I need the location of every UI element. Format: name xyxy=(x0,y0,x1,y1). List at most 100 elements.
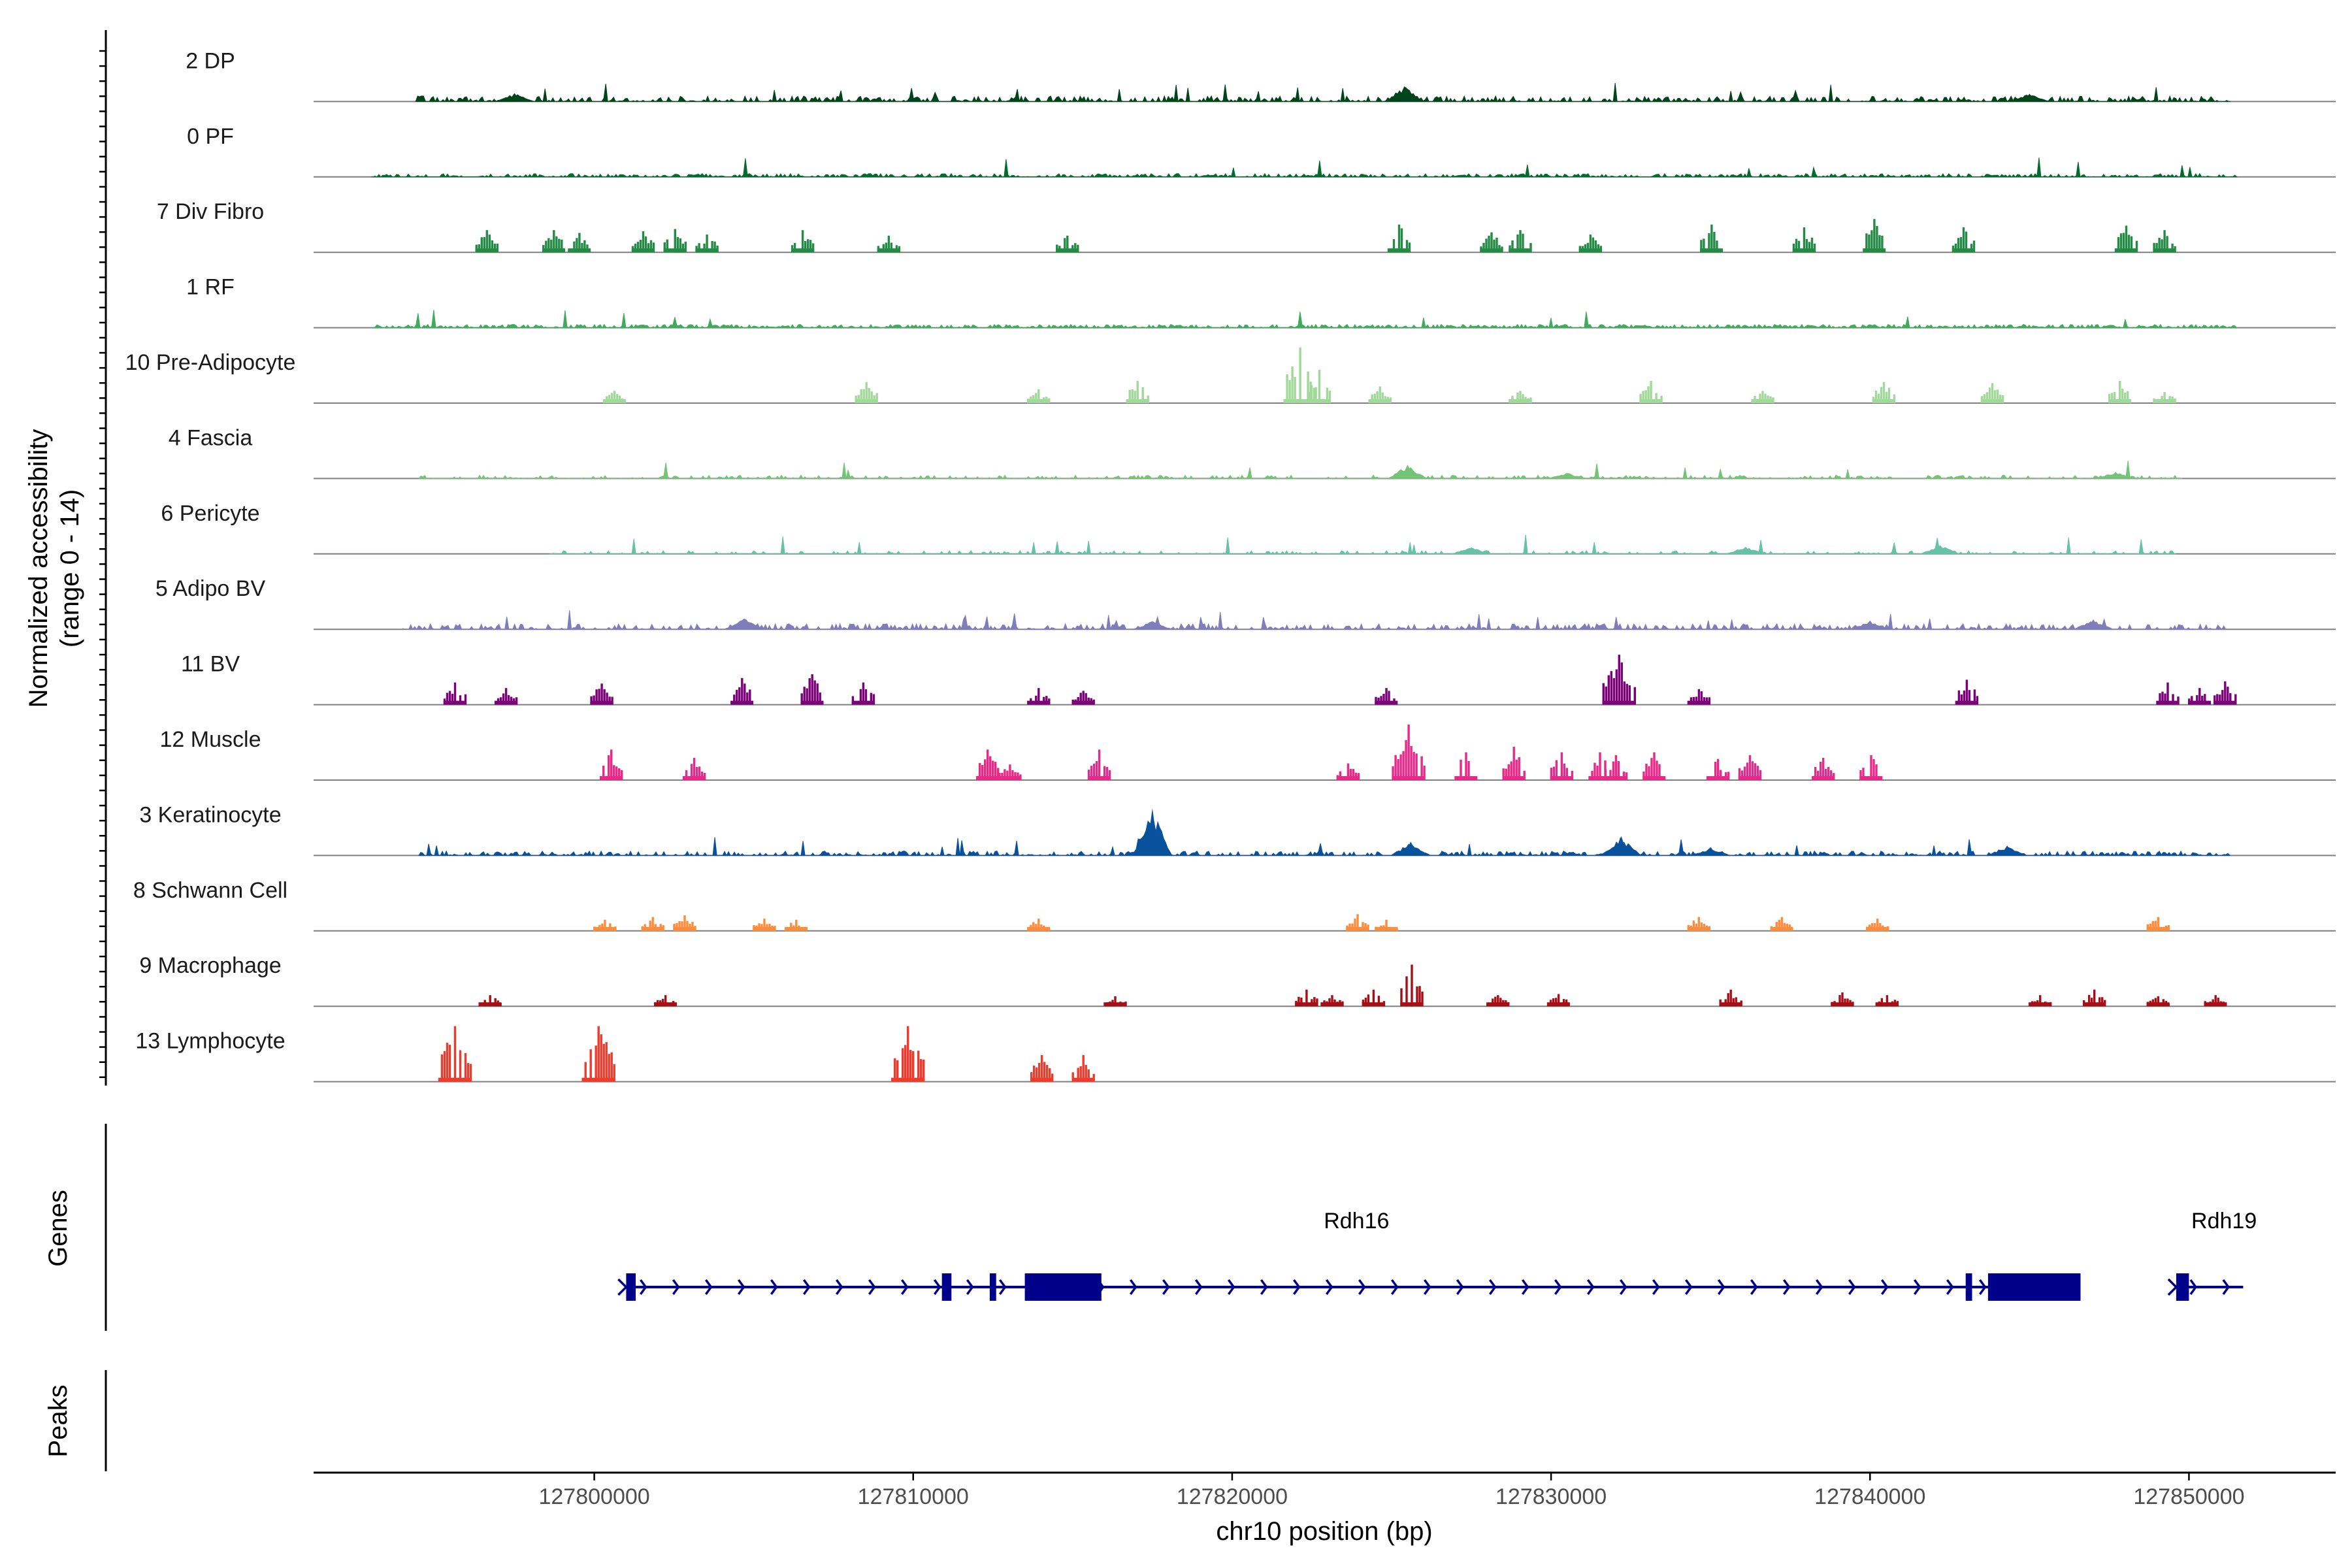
track-0-pf: 0 PF xyxy=(187,124,2336,178)
coverage-bar xyxy=(1700,922,1703,931)
x-axis-tick-label: 127800000 xyxy=(538,1484,649,1509)
coverage-bar xyxy=(1415,753,1418,780)
coverage-bar xyxy=(1423,765,1426,780)
strand-arrow xyxy=(1586,1279,1595,1296)
coverage-bar xyxy=(1999,395,2002,403)
coverage-bar-base xyxy=(1368,399,1392,403)
coverage-bar xyxy=(553,230,555,253)
gene-models: Rdh16 Rdh19 xyxy=(617,1209,2257,1301)
coverage-bar xyxy=(868,388,870,403)
coverage-bar-base xyxy=(1687,700,1710,705)
coverage-bar xyxy=(448,691,451,705)
coverage-bar xyxy=(1495,237,1498,253)
coverage-peak xyxy=(695,235,719,253)
coverage-bar xyxy=(1830,770,1833,780)
coverage-bar xyxy=(1592,237,1595,253)
coverage-bar xyxy=(1046,1065,1049,1082)
strand-arrow xyxy=(1946,1279,1954,1296)
coverage-peak xyxy=(1030,1054,1054,1082)
coverage-bar xyxy=(1105,766,1109,780)
coverage-peak xyxy=(443,682,467,705)
coverage-bar xyxy=(912,1051,915,1082)
coverage-bar xyxy=(1571,770,1574,780)
coverage-bar xyxy=(681,243,684,253)
coverage-bar-base xyxy=(1126,399,1149,403)
coverage-bar-base xyxy=(1706,776,1729,780)
coverage-bar xyxy=(746,692,749,705)
coverage-peak xyxy=(1875,995,1899,1007)
coverage-bar xyxy=(806,239,809,253)
coverage-bar xyxy=(1400,988,1403,1007)
coverage-bar xyxy=(1511,240,1514,253)
coverage-bar-base xyxy=(568,248,591,253)
coverage-bar xyxy=(806,688,808,705)
track-label: 0 PF xyxy=(187,124,234,149)
coverage-bar xyxy=(703,243,706,253)
coverage-bar xyxy=(1460,759,1462,780)
coverage-bar-base xyxy=(1863,248,1886,253)
coverage-peak xyxy=(590,683,613,705)
coverage-bar xyxy=(603,689,606,705)
coverage-bar xyxy=(1658,764,1661,780)
coverage-signal xyxy=(415,82,2230,103)
coverage-bar xyxy=(2214,995,2217,1007)
coverage-bar xyxy=(1976,696,1979,705)
coverage-bar xyxy=(1805,238,1808,253)
coverage-peak xyxy=(2083,989,2106,1007)
coverage-bar xyxy=(2093,989,2096,1007)
coverage-bar-base xyxy=(1792,248,1816,253)
coverage-bar xyxy=(649,921,651,931)
coverage-bar xyxy=(2111,393,2114,403)
coverage-bar xyxy=(1655,393,1658,403)
coverage-bar xyxy=(1465,752,1467,780)
coverage-bar xyxy=(2158,238,2161,253)
coverage-bar xyxy=(2229,693,2232,705)
coverage-bar xyxy=(1482,242,1485,253)
coverage-bar xyxy=(1519,391,1522,403)
strand-arrow xyxy=(1684,1279,1693,1296)
strand-arrow xyxy=(2222,1279,2230,1296)
coverage-bar-base xyxy=(855,399,878,403)
coverage-peak xyxy=(2204,995,2227,1007)
coverage-bar xyxy=(923,1060,925,1082)
coverage-bar xyxy=(992,760,994,780)
coverage-bar xyxy=(1490,232,1493,253)
coverage-bar xyxy=(1748,755,1752,781)
strand-arrow xyxy=(1619,1279,1627,1296)
coverage-bar xyxy=(1554,998,1558,1007)
coverage-bar xyxy=(2135,240,2138,253)
gene-exon xyxy=(1024,1273,1102,1301)
coverage-bar xyxy=(1716,759,1720,780)
track-4-fascia: 4 Fascia xyxy=(169,425,2336,480)
coverage-bar xyxy=(2217,998,2219,1007)
coverage-bar xyxy=(2157,917,2159,931)
coverage-bar-base xyxy=(1859,776,1883,780)
coverage-bar xyxy=(1519,230,1522,253)
coverage-bar xyxy=(1724,772,1727,780)
strand-arrow xyxy=(933,1279,941,1296)
coverage-peak xyxy=(2146,917,2170,931)
strand-arrow xyxy=(1260,1279,1268,1296)
coverage-bar xyxy=(1136,381,1139,403)
coverage-bar-base xyxy=(1071,1077,1095,1082)
coverage-bar xyxy=(545,240,547,253)
coverage-bar xyxy=(859,689,862,705)
coverage-peak xyxy=(1866,919,1889,931)
coverage-bar xyxy=(1814,766,1817,780)
gene-exon xyxy=(626,1273,636,1301)
coverage-bar xyxy=(1400,228,1403,253)
coverage-peak xyxy=(2146,996,2170,1007)
coverage-bar xyxy=(1650,758,1653,780)
coverage-bar xyxy=(453,1026,457,1082)
strand-arrow xyxy=(1129,1279,1137,1296)
coverage-bar xyxy=(488,235,491,253)
coverage-bar xyxy=(1870,755,1872,781)
coverage-bar xyxy=(664,995,667,1007)
coverage-bar xyxy=(678,921,681,931)
coverage-bar-base xyxy=(1027,700,1051,705)
coverage-peak xyxy=(2153,392,2176,403)
coverage-bar xyxy=(478,244,480,253)
coverage-bar xyxy=(1307,371,1309,403)
coverage-bar-base xyxy=(1502,776,1526,780)
coverage-bar xyxy=(2204,694,2206,705)
